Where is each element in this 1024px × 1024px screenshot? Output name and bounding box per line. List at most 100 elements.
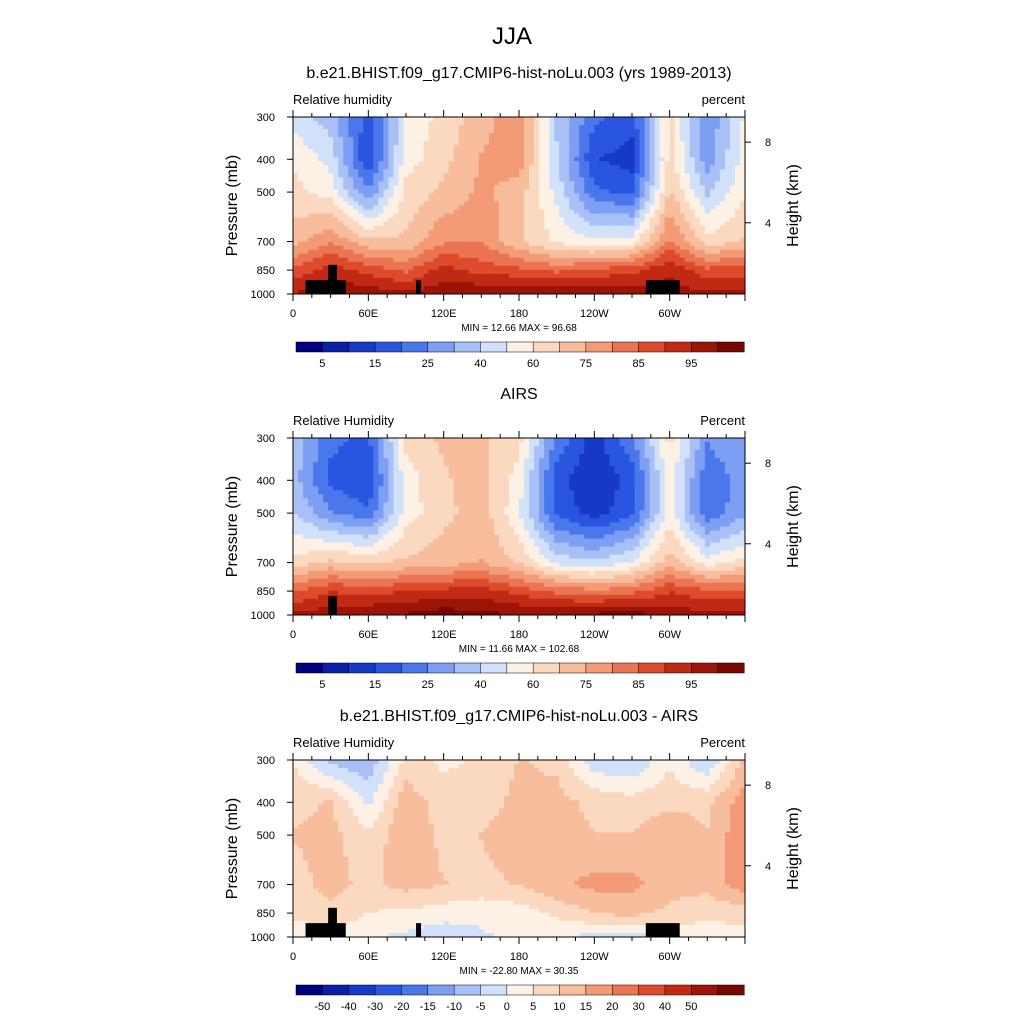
field-cell	[448, 269, 455, 275]
field-cell	[709, 117, 716, 122]
field-cell	[493, 157, 500, 162]
field-cell	[323, 257, 329, 263]
field-cell	[554, 257, 560, 263]
field-cell	[323, 245, 329, 251]
field-cell	[609, 181, 616, 186]
field-cell	[624, 257, 631, 263]
field-cell	[343, 145, 349, 150]
field-cell	[584, 438, 590, 443]
field-cell	[398, 225, 405, 231]
field-cell	[634, 129, 641, 134]
field-cell	[604, 137, 610, 142]
field-cell	[493, 153, 500, 158]
field-cell	[428, 229, 435, 235]
field-cell	[293, 121, 299, 126]
field-cell	[468, 149, 475, 154]
field-cell	[323, 249, 329, 255]
field-cell	[519, 458, 525, 463]
field-cell	[579, 249, 585, 255]
field-cell	[719, 149, 726, 154]
field-cell	[594, 285, 600, 291]
field-cell	[453, 249, 460, 255]
field-cell	[684, 245, 691, 251]
field-cell	[574, 217, 580, 223]
field-cell	[704, 213, 711, 219]
field-cell	[709, 265, 716, 271]
field-cell	[508, 237, 515, 243]
field-cell	[614, 213, 621, 219]
field-cell	[388, 149, 395, 154]
field-cell	[343, 149, 349, 154]
field-cell	[544, 157, 550, 162]
field-cell	[328, 189, 334, 195]
field-cell	[333, 474, 339, 479]
field-cell	[403, 474, 410, 479]
field-cell	[468, 289, 475, 294]
field-cell	[699, 269, 706, 275]
field-cell	[508, 289, 515, 294]
field-cell	[654, 269, 661, 275]
field-cell	[423, 446, 430, 451]
field-cell	[664, 145, 671, 150]
field-cell	[458, 474, 465, 479]
field-cell	[719, 193, 726, 199]
field-cell	[709, 450, 716, 455]
field-cell	[438, 117, 445, 122]
field-cell	[488, 133, 495, 138]
field-cell	[624, 265, 631, 271]
field-cell	[664, 450, 671, 455]
field-cell	[393, 221, 400, 227]
field-cell	[313, 173, 319, 178]
field-cell	[503, 245, 510, 251]
field-cell	[529, 285, 535, 291]
field-cell	[599, 470, 605, 475]
field-cell	[508, 281, 515, 287]
field-cell	[614, 205, 621, 211]
field-cell	[503, 141, 510, 146]
field-cell	[343, 153, 349, 158]
field-cell	[398, 245, 405, 251]
field-cell	[719, 289, 726, 294]
field-cell	[694, 205, 701, 211]
field-cell	[413, 438, 420, 443]
field-cell	[599, 117, 605, 122]
field-cell	[564, 446, 570, 451]
field-cell	[684, 257, 691, 263]
field-cell	[659, 189, 666, 195]
field-cell	[318, 253, 324, 259]
field-cell	[448, 261, 455, 267]
field-cell	[333, 177, 339, 182]
field-cell	[368, 173, 374, 178]
field-cell	[554, 269, 560, 275]
field-cell	[498, 173, 505, 178]
field-cell	[433, 189, 440, 195]
field-cell	[729, 217, 736, 223]
field-cell	[318, 229, 324, 235]
field-cell	[739, 161, 745, 166]
field-cell	[649, 133, 656, 138]
field-cell	[619, 181, 626, 186]
field-cell	[639, 253, 646, 259]
field-cell	[458, 153, 465, 158]
field-cell	[704, 117, 711, 122]
field-cell	[513, 281, 520, 287]
field-cell	[463, 209, 470, 215]
field-cell	[453, 442, 460, 447]
field-cell	[308, 129, 314, 134]
field-cell	[584, 269, 590, 275]
field-cell	[473, 450, 480, 455]
field-cell	[569, 133, 575, 138]
field-cell	[539, 273, 545, 279]
field-cell	[659, 193, 666, 199]
field-cell	[358, 237, 364, 243]
field-cell	[674, 201, 681, 207]
field-cell	[519, 269, 525, 275]
field-cell	[529, 117, 535, 122]
field-cell	[483, 257, 490, 263]
field-cell	[373, 229, 379, 235]
field-cell	[729, 466, 736, 471]
field-cell	[468, 470, 475, 475]
field-cell	[368, 185, 374, 191]
field-cell	[433, 217, 440, 223]
field-cell	[293, 454, 299, 459]
